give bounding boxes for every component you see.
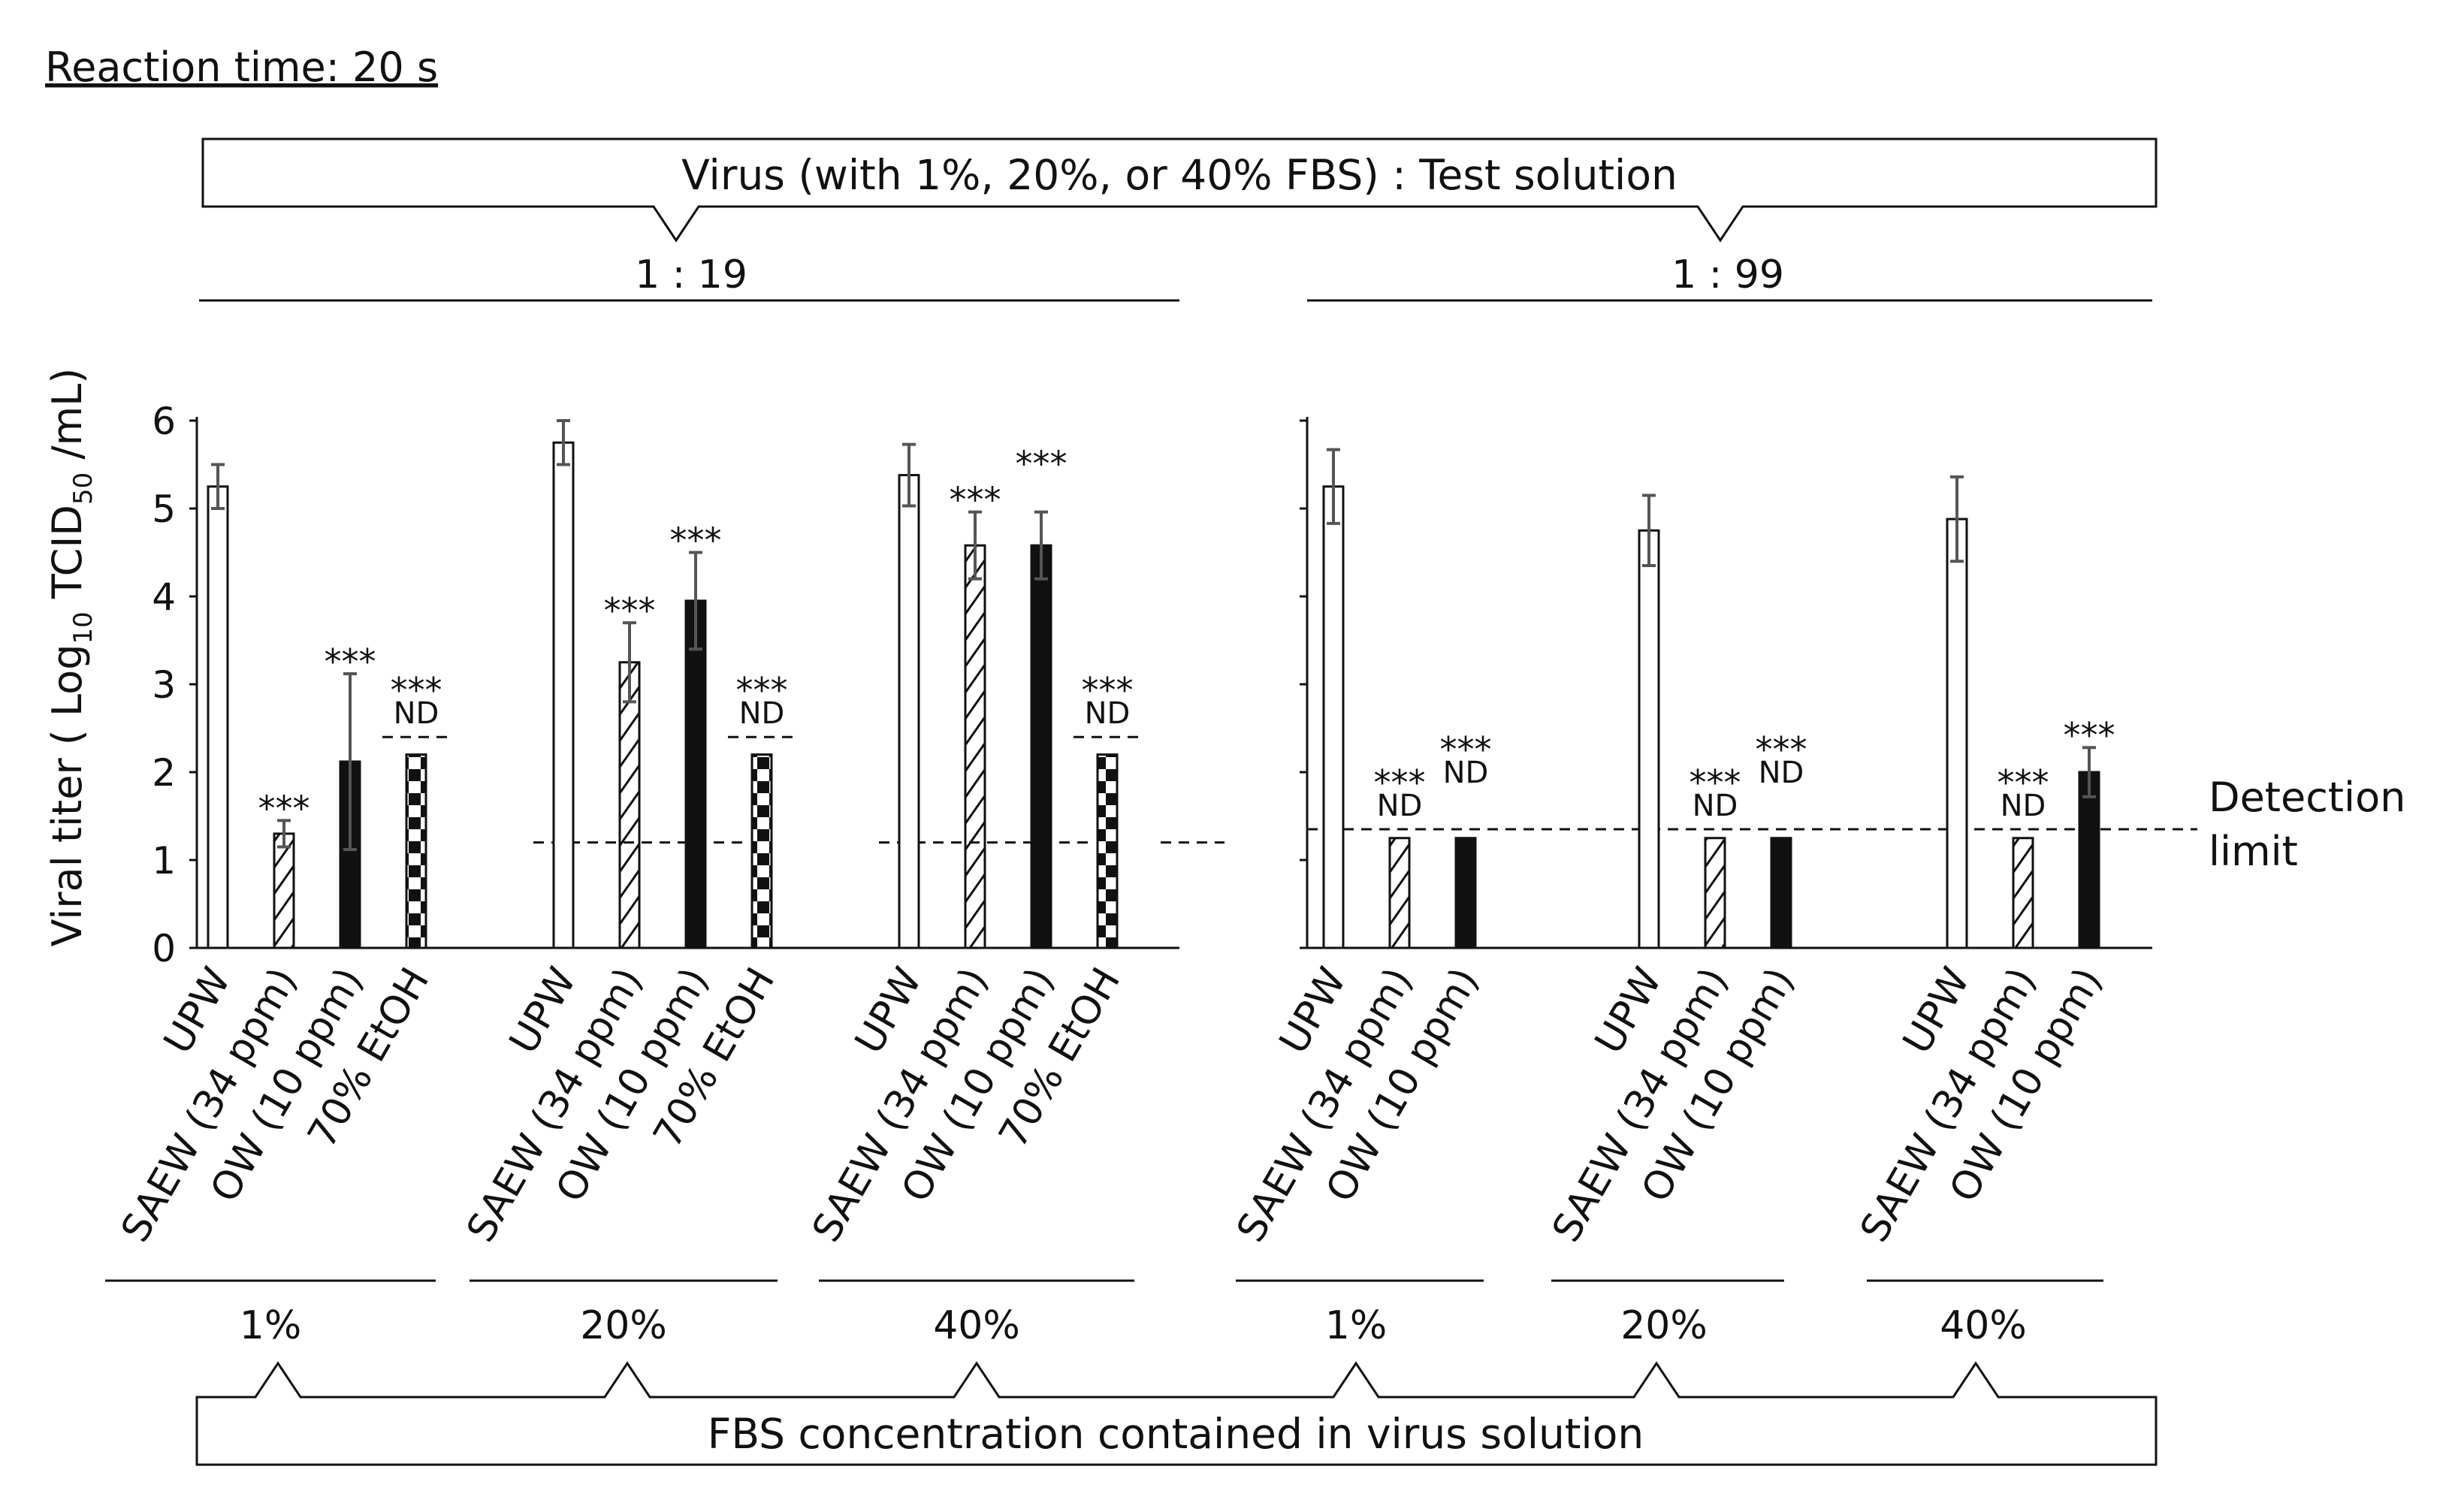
significance-label: *** <box>1082 670 1134 711</box>
y-axis-label: Viral titer ( Log10 TCID50 /mL) <box>44 368 98 947</box>
nd-label: ND <box>1443 756 1489 790</box>
bar <box>1704 837 1726 949</box>
bar <box>750 753 773 949</box>
fbs-label: 40% <box>933 1303 1020 1348</box>
significance-label: *** <box>258 788 310 828</box>
fbs-label: 40% <box>1940 1303 2027 1348</box>
fbs-label: 1% <box>240 1303 302 1348</box>
top-bracket-label: Virus (with 1%, 20%, or 40% FBS) : Test … <box>681 151 1677 199</box>
ratio-label-left: 1 : 19 <box>635 252 747 297</box>
significance-label: *** <box>670 521 722 561</box>
nd-label: ND <box>1377 789 1423 823</box>
significance-label: *** <box>1998 762 2049 803</box>
bar <box>1030 544 1052 949</box>
bar <box>964 544 986 949</box>
bar <box>552 441 575 949</box>
bar <box>2078 771 2100 949</box>
fbs-label: 20% <box>1620 1303 1708 1348</box>
nd-label: ND <box>1693 789 1738 823</box>
bar <box>1322 485 1345 949</box>
bar <box>273 832 295 949</box>
bar <box>207 485 229 949</box>
significance-label: *** <box>950 480 1001 521</box>
bar <box>898 474 920 949</box>
significance-label: *** <box>604 590 656 631</box>
top-bracket <box>201 137 2158 243</box>
bar <box>1638 529 1660 949</box>
nd-label: ND <box>1759 756 1804 790</box>
significance-label: *** <box>1756 729 1807 770</box>
y-tick-label: 1 <box>152 839 176 883</box>
bar <box>1770 837 1792 949</box>
significance-label: *** <box>1374 762 1426 803</box>
nd-label: ND <box>2001 789 2046 823</box>
y-tick-label: 3 <box>152 663 176 707</box>
y-tick-label: 5 <box>152 487 176 531</box>
bar <box>618 661 641 949</box>
bar <box>405 753 427 949</box>
bar <box>1388 837 1411 949</box>
bar <box>684 599 707 949</box>
significance-label: *** <box>2064 715 2115 756</box>
nd-label: ND <box>1085 696 1131 731</box>
y-tick-label: 0 <box>152 927 176 970</box>
significance-label: *** <box>1016 444 1067 484</box>
reaction-time-title: Reaction time: 20 s <box>45 44 438 91</box>
y-tick-label: 6 <box>152 400 176 443</box>
nd-label: ND <box>739 696 785 731</box>
bar <box>1096 753 1119 949</box>
y-tick-label: 4 <box>152 575 176 619</box>
bar <box>1454 837 1477 949</box>
significance-label: *** <box>1440 729 1492 770</box>
significance-label: *** <box>325 641 376 682</box>
ratio-label-right: 1 : 99 <box>1671 252 1784 297</box>
detection-limit-label: Detection <box>2209 774 2405 821</box>
detection-limit-label-2: limit <box>2209 828 2298 875</box>
nd-label: ND <box>394 696 439 731</box>
significance-label: *** <box>391 670 442 711</box>
bar <box>1946 518 1968 949</box>
bar <box>2012 837 2034 949</box>
bottom-bracket-label: FBS concentration contained in virus sol… <box>708 1410 1644 1458</box>
bottom-bracket <box>195 1361 2158 1466</box>
y-tick-label: 2 <box>152 751 176 795</box>
fbs-label: 1% <box>1325 1303 1388 1348</box>
significance-label: *** <box>1690 762 1741 803</box>
significance-label: *** <box>736 670 788 711</box>
fbs-label: 20% <box>580 1303 667 1348</box>
